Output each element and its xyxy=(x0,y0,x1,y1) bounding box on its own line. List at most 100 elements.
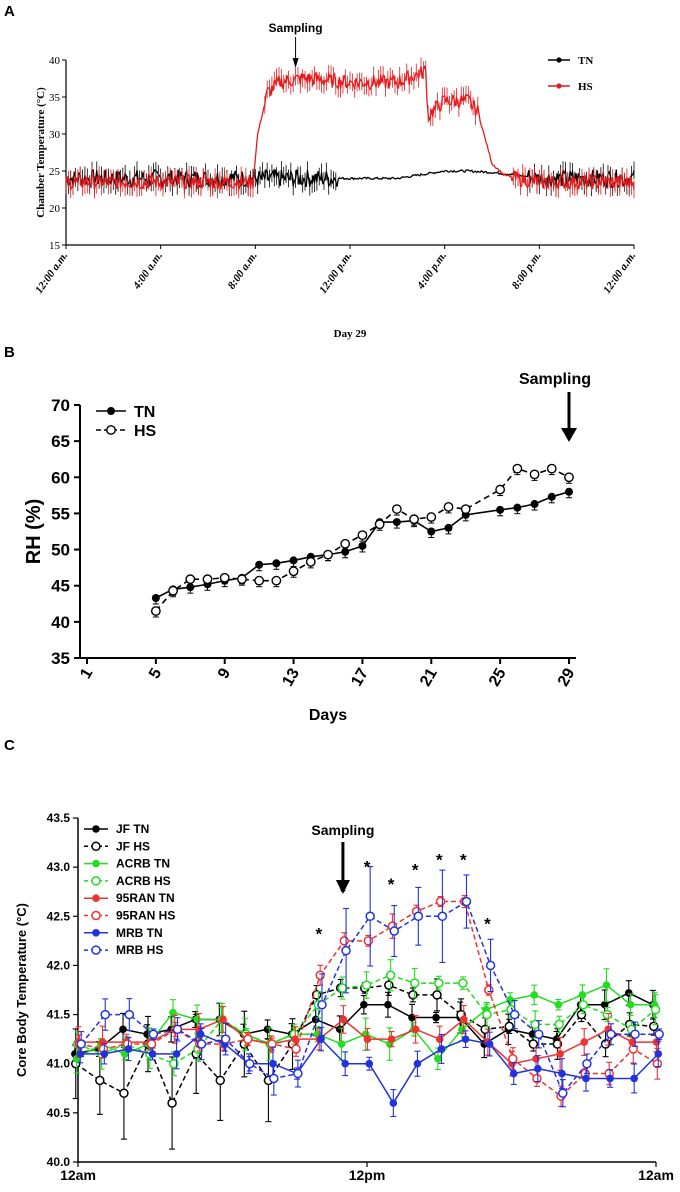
data-point-jf-tn xyxy=(408,1013,416,1022)
data-point-mrb-tn xyxy=(509,1069,518,1078)
data-point-jf-tn xyxy=(384,1000,392,1009)
data-point-acrb-tn xyxy=(458,1025,466,1034)
data-point-mrb-tn xyxy=(269,1059,277,1068)
data-point-hs xyxy=(426,512,437,522)
data-point-tn xyxy=(547,492,556,501)
x-tick-label: 12:00 a.m. xyxy=(33,250,70,296)
data-point-mrb-hs xyxy=(630,1029,640,1039)
y-tick-label: 45 xyxy=(51,577,70,596)
y-tick-label: 41.5 xyxy=(47,1008,71,1022)
data-point-hs xyxy=(460,504,471,514)
data-point-acrb-hs xyxy=(482,1009,492,1020)
data-point-mrb-hs xyxy=(654,1029,664,1039)
data-point-jf-hs xyxy=(119,1088,129,1098)
data-point-jf-tn xyxy=(360,1000,368,1009)
legend-label-tn: TN xyxy=(134,404,155,421)
data-point-acrb-tn xyxy=(626,1000,635,1009)
data-point-tn xyxy=(496,505,505,514)
data-point-tn xyxy=(427,527,436,536)
data-point-95ran-hs xyxy=(146,1039,157,1049)
y-tick-label: 70 xyxy=(51,396,70,415)
data-point-95ran-hs xyxy=(339,936,350,946)
x-tick-label: 4:00 a.m. xyxy=(130,250,165,293)
legend-marker-hs xyxy=(106,425,116,435)
data-point-hs xyxy=(323,549,333,560)
data-point-mrb-tn xyxy=(196,1030,205,1039)
data-point-95ran-hs xyxy=(243,1034,253,1044)
sampling-label: Sampling xyxy=(519,371,591,388)
data-point-acrb-hs xyxy=(434,978,444,988)
data-point-95ran-hs xyxy=(363,936,374,946)
legend-marker-95ran-tn xyxy=(92,894,100,902)
panel-letter-b: B xyxy=(4,344,15,361)
data-point-95ran-hs xyxy=(435,896,446,907)
data-point-hs xyxy=(374,519,385,530)
y-tick-label: 40 xyxy=(51,613,70,632)
sampling-arrow-head xyxy=(292,58,299,68)
data-point-95ran-hs xyxy=(291,1044,301,1054)
data-point-acrb-tn xyxy=(578,991,587,999)
data-point-jf-tn xyxy=(335,1025,344,1034)
legend-label-acrb-tn: ACRB TN xyxy=(116,857,170,871)
data-point-hs xyxy=(185,574,196,585)
sampling-arrow-head xyxy=(561,428,577,442)
data-point-acrb-hs xyxy=(385,970,396,981)
data-point-acrb-tn xyxy=(193,1015,201,1024)
x-tick-label: 12:00 p.m. xyxy=(317,250,354,296)
data-point-95ran-tn xyxy=(580,1038,588,1046)
data-point-acrb-hs xyxy=(530,1019,540,1030)
x-tick-label: 12pm xyxy=(349,1167,386,1183)
y-tick-label: 43.5 xyxy=(47,811,71,825)
data-point-95ran-tn xyxy=(363,1035,372,1043)
data-point-mrb-tn xyxy=(148,1050,157,1058)
data-point-mrb-tn xyxy=(317,1035,325,1043)
x-tick-label: 4:00 p.m. xyxy=(414,250,449,293)
data-point-jf-hs xyxy=(215,1075,225,1086)
legend-label-jf-hs: JF HS xyxy=(116,839,150,853)
data-point-95ran-hs xyxy=(532,1073,542,1084)
data-point-acrb-hs xyxy=(458,978,468,988)
y-tick-label: 40 xyxy=(49,55,61,67)
data-point-hs xyxy=(271,575,282,586)
data-point-hs xyxy=(150,606,161,616)
data-point-hs xyxy=(409,514,419,525)
data-point-acrb-hs xyxy=(361,980,372,990)
x-tick-label: 5 xyxy=(146,665,165,681)
data-point-acrb-hs xyxy=(602,1009,613,1020)
x-tick-label: 29 xyxy=(555,665,579,689)
data-point-mrb-tn xyxy=(437,1045,446,1053)
data-point-acrb-hs xyxy=(554,1019,564,1030)
data-point-mrb-tn xyxy=(558,1069,566,1078)
x-tick-label: 1 xyxy=(77,665,96,681)
data-point-hs xyxy=(168,585,178,596)
data-point-95ran-tn xyxy=(628,1038,637,1046)
data-point-mrb-hs xyxy=(485,960,496,971)
data-point-mrb-hs xyxy=(196,1039,207,1049)
data-point-hs xyxy=(391,504,402,514)
legend-marker-tn xyxy=(556,57,562,63)
data-point-mrb-hs xyxy=(317,999,327,1010)
data-point-mrb-hs xyxy=(509,1009,520,1020)
data-point-hs xyxy=(512,463,523,474)
data-point-hs xyxy=(443,502,454,512)
data-point-95ran-tn xyxy=(411,1025,420,1034)
legend-label-95ran-tn: 95RAN TN xyxy=(116,891,175,905)
significance-star: * xyxy=(412,860,419,879)
y-tick-label: 41.0 xyxy=(47,1057,71,1071)
data-point-mrb-hs xyxy=(533,1029,544,1039)
x-tick-label: 12am xyxy=(60,1167,96,1183)
data-point-mrb-hs xyxy=(220,1034,231,1044)
data-point-hs xyxy=(254,575,265,586)
data-point-jf-hs xyxy=(576,1009,587,1020)
y-axis-title: Core Body Temperature (°C) xyxy=(14,903,29,1077)
data-point-jf-hs xyxy=(384,980,394,990)
x-tick-label: 8:00 a.m. xyxy=(226,250,260,292)
data-point-acrb-tn xyxy=(554,1000,563,1009)
data-point-tn xyxy=(444,523,453,532)
data-point-mrb-tn xyxy=(534,1064,542,1073)
y-tick-label: 40.5 xyxy=(47,1106,71,1120)
data-point-jf-tn xyxy=(119,1025,127,1034)
significance-star: * xyxy=(484,914,491,933)
data-point-acrb-tn xyxy=(169,1008,177,1017)
